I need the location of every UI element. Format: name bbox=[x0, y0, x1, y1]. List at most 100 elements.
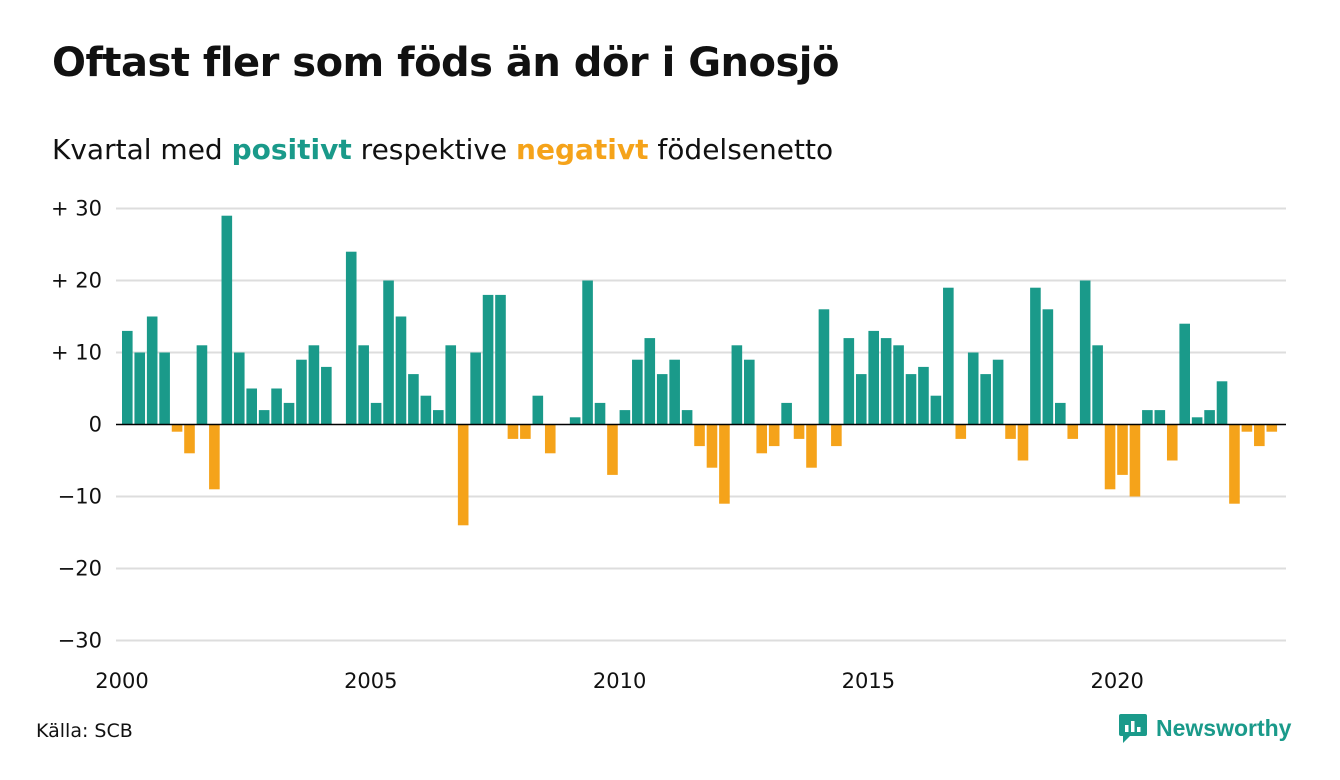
positive-bar bbox=[681, 410, 693, 425]
negative-bar bbox=[694, 424, 705, 447]
positive-bar bbox=[632, 359, 643, 425]
negative-bar bbox=[1241, 424, 1253, 432]
positive-bar bbox=[321, 366, 332, 425]
negative-bar bbox=[1017, 424, 1029, 461]
positive-bar bbox=[656, 374, 668, 425]
x-tick-label: 2020 bbox=[1090, 669, 1143, 693]
positive-bar bbox=[880, 338, 892, 425]
positive-bar bbox=[495, 294, 506, 425]
source-note: Källa: SCB bbox=[36, 720, 133, 742]
negative-bar bbox=[507, 424, 519, 439]
x-tick-label: 2000 bbox=[95, 669, 148, 693]
positive-bar bbox=[246, 388, 257, 425]
negative-bar bbox=[184, 424, 195, 454]
positive-bar bbox=[781, 402, 792, 425]
subtitle-negative-word: negativt bbox=[516, 133, 649, 166]
brand-name: Newsworthy bbox=[1156, 714, 1292, 741]
positive-bar bbox=[967, 352, 979, 425]
negative-bar bbox=[1104, 424, 1116, 490]
positive-bar bbox=[370, 402, 382, 425]
subtitle-positive-word: positivt bbox=[231, 133, 352, 166]
chart-subtitle: Kvartal med positivt respektive negativt… bbox=[52, 133, 833, 166]
positive-bar bbox=[383, 280, 394, 425]
positive-bar bbox=[159, 352, 170, 425]
positive-bar bbox=[594, 402, 606, 425]
positive-bar bbox=[644, 338, 656, 425]
negative-bar bbox=[171, 424, 183, 432]
positive-bar bbox=[283, 402, 295, 425]
negative-bar bbox=[1067, 424, 1079, 439]
negative-bar bbox=[1166, 424, 1178, 461]
negative-bar bbox=[1266, 424, 1278, 432]
negative-bar bbox=[955, 424, 967, 439]
bars bbox=[122, 215, 1278, 526]
positive-bar bbox=[619, 410, 631, 425]
negative-bar bbox=[706, 424, 718, 468]
y-tick-label: −30 bbox=[58, 629, 102, 653]
x-axis-tick-labels: 2000 2005 2010 2015 2020 bbox=[95, 669, 1144, 693]
positive-bar bbox=[992, 359, 1004, 425]
positive-bar bbox=[1191, 417, 1203, 425]
positive-bar bbox=[1154, 410, 1166, 425]
newsworthy-chat-bars-icon bbox=[1119, 714, 1147, 743]
chart-title: Oftast fler som föds än dör i Gnosjö bbox=[52, 40, 840, 86]
positive-bar bbox=[408, 374, 419, 425]
negative-bar bbox=[806, 424, 817, 468]
negative-bar bbox=[1117, 424, 1128, 475]
positive-bar bbox=[233, 352, 245, 425]
positive-bar bbox=[1079, 280, 1091, 425]
positive-bar bbox=[308, 345, 320, 425]
subtitle-suffix: födelsenetto bbox=[648, 133, 834, 166]
y-tick-label: −20 bbox=[58, 557, 102, 581]
x-tick-label: 2015 bbox=[842, 669, 895, 693]
negative-bar bbox=[607, 424, 618, 475]
subtitle-middle: respektive bbox=[351, 133, 517, 166]
negative-bar bbox=[520, 424, 531, 439]
positive-bar bbox=[258, 410, 270, 425]
positive-bar bbox=[345, 251, 357, 425]
positive-bar bbox=[918, 366, 929, 425]
negative-bar bbox=[544, 424, 556, 454]
positive-bar bbox=[905, 374, 917, 425]
positive-bar bbox=[122, 330, 133, 425]
positive-bar bbox=[1030, 287, 1041, 425]
positive-bar bbox=[669, 359, 680, 425]
positive-bar bbox=[744, 359, 755, 425]
negative-bar bbox=[831, 424, 842, 447]
y-tick-label: + 30 bbox=[51, 197, 102, 221]
positive-bar bbox=[445, 345, 457, 425]
positive-bar bbox=[221, 215, 233, 425]
positive-bar bbox=[1055, 402, 1066, 425]
positive-bar bbox=[569, 417, 581, 425]
positive-bar bbox=[943, 287, 954, 425]
newsworthy-logo: Newsworthy bbox=[1118, 712, 1291, 744]
positive-bar bbox=[1092, 345, 1103, 425]
y-tick-label: −10 bbox=[58, 485, 102, 509]
positive-bar bbox=[271, 388, 282, 425]
positive-bar bbox=[582, 280, 593, 425]
negative-bar bbox=[1254, 424, 1265, 447]
positive-bar bbox=[731, 345, 743, 425]
positive-bar bbox=[1142, 410, 1153, 425]
subtitle-prefix: Kvartal med bbox=[52, 133, 232, 166]
positive-bar bbox=[818, 309, 830, 425]
negative-bar bbox=[793, 424, 805, 439]
positive-bar bbox=[532, 395, 544, 425]
negative-bar bbox=[719, 424, 730, 504]
positive-bar bbox=[1042, 309, 1054, 425]
positive-bar bbox=[146, 316, 158, 425]
negative-bar bbox=[1229, 424, 1240, 504]
positive-bar bbox=[482, 294, 494, 425]
y-tick-label: + 10 bbox=[51, 341, 102, 365]
y-tick-label: + 20 bbox=[51, 269, 102, 293]
y-tick-label: 0 bbox=[89, 413, 102, 437]
positive-bar bbox=[420, 395, 432, 425]
negative-bar bbox=[1005, 424, 1016, 439]
positive-bar bbox=[1204, 410, 1215, 425]
positive-bar bbox=[196, 345, 208, 425]
positive-bar bbox=[868, 330, 879, 425]
positive-bar bbox=[855, 374, 867, 425]
positive-bar bbox=[843, 338, 855, 425]
negative-bar bbox=[209, 424, 220, 490]
